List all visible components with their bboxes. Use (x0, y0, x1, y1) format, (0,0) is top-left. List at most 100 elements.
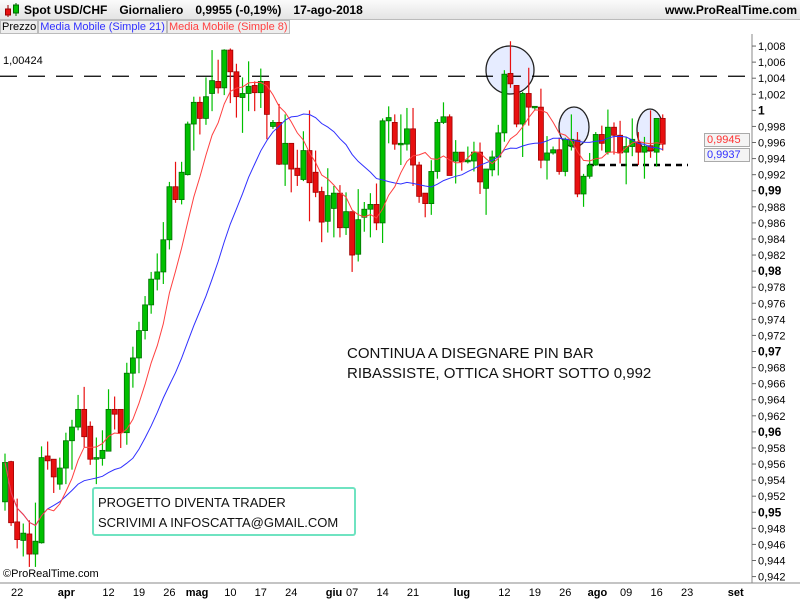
candle (501, 70, 508, 142)
candle-body (550, 149, 556, 154)
last-date: 17-ago-2018 (293, 3, 363, 17)
y-tick-label: 0,996 (758, 138, 786, 150)
y-tick-label: 1,006 (758, 57, 786, 69)
candle (349, 211, 356, 272)
candle-body (568, 138, 575, 147)
candle-body (172, 186, 179, 200)
candle (215, 59, 222, 94)
site-link[interactable]: www.ProRealTime.com (664, 3, 797, 17)
y-tick-label: 1 (758, 103, 765, 117)
candle-body (495, 132, 502, 158)
candle (196, 96, 203, 135)
candle-body (38, 457, 45, 544)
candle (105, 389, 112, 452)
ma21-price-label: 0,9937 (704, 148, 750, 162)
candle (574, 132, 581, 198)
x-tick-label: 22 (11, 587, 23, 599)
y-tick-label: 1,002 (758, 89, 786, 101)
candle (294, 149, 301, 186)
candle-body (592, 134, 599, 166)
candle-body (251, 85, 258, 94)
candle-body (623, 146, 630, 153)
y-tick-label: 0,982 (758, 250, 786, 262)
candle (184, 121, 191, 176)
candle (209, 50, 215, 112)
candle (416, 161, 423, 203)
candle (111, 396, 118, 430)
y-tick-label: 0,952 (758, 491, 786, 503)
candle (227, 48, 234, 104)
candle (330, 185, 337, 238)
candle-body (312, 171, 319, 193)
candle-body (617, 134, 623, 154)
chart-header: Spot USD/CHF Giornaliero 0,9955 (-0,19%)… (0, 0, 800, 20)
y-tick-label: 0,946 (758, 539, 786, 551)
candle-body (2, 462, 8, 503)
candle-body (136, 330, 142, 359)
candle-body (422, 192, 429, 205)
promo-box: PROGETTO DIVENTA TRADER SCRIVIMI A INFOS… (92, 487, 356, 536)
candle-body (349, 211, 356, 256)
y-tick-label: 0,984 (758, 234, 786, 246)
y-tick-label: 0,95 (758, 505, 782, 519)
candle (129, 346, 136, 388)
candle-body (26, 533, 33, 555)
candle-body (525, 93, 532, 108)
candle (251, 81, 258, 112)
candle (513, 85, 520, 128)
ma8-price-label: 0,9945 (704, 133, 750, 147)
candle-body (367, 204, 374, 210)
candle-body (215, 81, 222, 89)
y-tick-label: 0,97 (758, 345, 782, 359)
candle-body (75, 408, 81, 428)
candle (245, 61, 252, 112)
legend-price[interactable]: Prezzo (0, 20, 39, 34)
candle-body (404, 128, 410, 145)
analysis-note: CONTINUA A DISEGNARE PIN BAR RIBASSISTE,… (347, 344, 651, 384)
x-tick-label: 26 (163, 587, 175, 599)
candle-body (209, 80, 215, 94)
candle-body (123, 372, 130, 434)
y-tick-label: 1,004 (758, 73, 786, 85)
candle-body (434, 122, 441, 172)
candle-body (300, 150, 307, 180)
x-tick-label: 17 (255, 587, 267, 599)
copyright: ©ProRealTime.com (3, 568, 99, 580)
candlestick-icon (5, 3, 19, 17)
legend-ma21[interactable]: Media Mobile (Simple 21) (38, 20, 167, 34)
candle-body (87, 425, 94, 460)
candle-body (659, 117, 666, 145)
candle (605, 109, 611, 155)
candle (93, 437, 100, 485)
y-tick-label: 0,962 (758, 411, 786, 423)
candle (306, 110, 313, 222)
candle (172, 161, 179, 203)
y-tick-label: 0,978 (758, 282, 786, 294)
candle-body (263, 81, 270, 115)
y-tick-label: 0,976 (758, 298, 786, 310)
legend-ma8[interactable]: Media Mobile (Simple 8) (166, 20, 290, 34)
x-tick-label: mag (186, 587, 209, 599)
candle-body (373, 204, 380, 224)
candle-body (355, 219, 362, 255)
candle (538, 88, 544, 169)
x-tick-label: 24 (285, 587, 297, 599)
x-tick-label: lug (454, 587, 471, 599)
x-axis: 22 apr 12 19 26 mag 10 17 24 giu 07 14 21 lug 12 19 26 ag… (11, 587, 744, 599)
candle (580, 173, 587, 207)
candle (69, 419, 75, 470)
candle-body (598, 134, 605, 144)
candle-body (239, 93, 246, 98)
candle-body (324, 195, 331, 222)
x-tick-label: 10 (224, 587, 236, 599)
candle-body (446, 116, 453, 176)
candle (617, 120, 623, 164)
candle-body (257, 81, 264, 94)
candle-body (416, 164, 423, 197)
note-line-1: CONTINUA A DISEGNARE PIN BAR (347, 345, 594, 362)
x-tick-label: 16 (651, 587, 663, 599)
candle-body (105, 408, 112, 452)
ma21-line (4, 113, 663, 527)
candle (385, 106, 392, 144)
